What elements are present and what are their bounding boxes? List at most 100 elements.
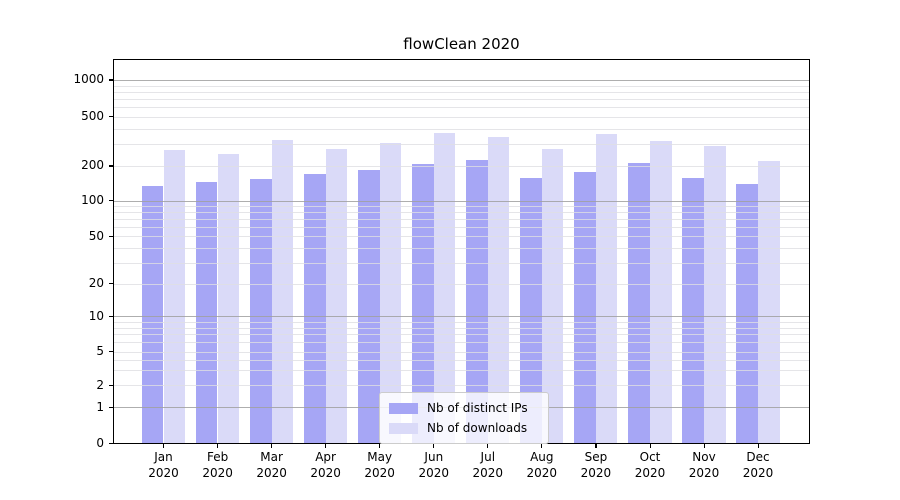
xtick-label-jun: Jun 2020 [418, 450, 450, 480]
gridline-major-10 [114, 316, 809, 318]
ytick-label-2: 2 [96, 377, 104, 392]
bar-nov-distinct-ips [682, 178, 704, 443]
bar-mar-distinct-ips [250, 179, 272, 443]
ytick-mark-1 [109, 406, 113, 408]
ytick-mark-2 [109, 384, 113, 386]
bar-sep-distinct-ips [574, 171, 596, 443]
gridline-major-1000 [114, 79, 809, 81]
ytick-label-50: 50 [88, 228, 104, 243]
gridline-minor-700 [114, 98, 809, 100]
gridline-minor-900 [114, 85, 809, 87]
gridline-minor-400 [114, 128, 809, 130]
bar-aug-distinct-ips [520, 178, 542, 443]
gridline-minor-9 [114, 321, 809, 323]
bar-sep-downloads [595, 133, 618, 443]
gridline-minor-6 [114, 342, 809, 344]
gridline-minor-2 [114, 385, 809, 387]
gridline-minor-4 [114, 359, 809, 361]
gridline-minor-600 [114, 107, 809, 108]
ytick-label-1: 1 [96, 399, 104, 414]
ytick-mark-500 [109, 116, 113, 118]
ytick-mark-1000 [109, 79, 113, 81]
bar-dec-downloads [758, 160, 780, 443]
xtick-mark-jun [433, 444, 435, 448]
xtick-label-aug: Aug 2020 [526, 450, 558, 480]
xtick-mark-oct [649, 444, 651, 448]
gridline-minor-7 [114, 334, 809, 336]
xtick-label-oct: Oct 2020 [634, 450, 666, 480]
xtick-label-jan: Jan 2020 [148, 450, 179, 480]
ytick-mark-5 [109, 351, 113, 353]
bar-jul-downloads [487, 137, 510, 443]
gridline-minor-5 [114, 351, 809, 353]
legend-row-distinct-ips: Nb of distinct IPs [389, 398, 539, 418]
bar-feb-distinct-ips [195, 182, 218, 443]
ytick-mark-10 [109, 315, 113, 317]
ytick-label-10: 10 [88, 308, 104, 323]
gridline-minor-50 [114, 236, 809, 238]
legend-swatch-downloads [389, 422, 418, 434]
ytick-label-20: 20 [88, 276, 104, 291]
bar-oct-distinct-ips [628, 163, 650, 443]
ytick-mark-20 [109, 283, 113, 285]
ytick-label-1000: 1000 [73, 72, 104, 87]
xtick-mark-nov [703, 444, 705, 448]
xtick-mark-aug [541, 444, 543, 448]
gridline-major-100 [114, 200, 809, 202]
bar-oct-downloads [650, 140, 672, 443]
ytick-label-100: 100 [81, 193, 104, 208]
bar-jan-distinct-ips [141, 185, 164, 443]
gridline-minor-70 [114, 218, 809, 220]
gridline-minor-200 [114, 165, 809, 167]
bar-may-downloads [379, 143, 402, 443]
xtick-mark-mar [271, 444, 273, 448]
ytick-mark-200 [109, 165, 113, 167]
ytick-label-500: 500 [81, 109, 104, 124]
xtick-mark-apr [325, 444, 327, 448]
gridline-minor-40 [114, 247, 809, 249]
bar-jul-distinct-ips [466, 160, 488, 443]
bar-may-distinct-ips [358, 169, 380, 443]
gridline-minor-90 [114, 206, 809, 208]
xtick-label-dec: Dec 2020 [742, 450, 774, 480]
bar-aug-downloads [541, 149, 564, 443]
gridline-minor-300 [114, 144, 809, 146]
chart-title: flowClean 2020 [403, 35, 520, 53]
bar-nov-downloads [704, 146, 726, 443]
gridline-minor-800 [114, 91, 809, 93]
legend: Nb of distinct IPs Nb of downloads [379, 392, 549, 444]
xtick-mark-dec [757, 444, 759, 448]
legend-label-distinct-ips: Nb of distinct IPs [427, 401, 528, 415]
xtick-label-nov: Nov 2020 [688, 450, 720, 480]
ytick-mark-50 [109, 235, 113, 237]
bar-jan-downloads [163, 150, 186, 443]
bar-mar-downloads [271, 139, 294, 443]
bar-apr-distinct-ips [304, 173, 326, 443]
ytick-mark-100 [109, 200, 113, 202]
grid-layer [114, 60, 809, 443]
xtick-label-sep: Sep 2020 [580, 450, 612, 480]
xtick-label-jul: Jul 2020 [472, 450, 504, 480]
ytick-label-0: 0 [96, 435, 104, 450]
xtick-mark-may [379, 444, 381, 448]
gridline-minor-500 [114, 116, 809, 118]
bar-jun-downloads [433, 133, 456, 443]
bar-jun-distinct-ips [412, 163, 434, 443]
ytick-label-200: 200 [81, 158, 104, 173]
xtick-mark-sep [595, 444, 597, 448]
gridline-minor-20 [114, 283, 809, 285]
xtick-label-feb: Feb 2020 [202, 450, 233, 480]
gridline-minor-30 [114, 262, 809, 264]
legend-swatch-distinct-ips [389, 402, 418, 414]
ytick-label-5: 5 [96, 344, 104, 358]
bars-layer [114, 60, 809, 443]
gridline-minor-3 [114, 370, 809, 372]
xtick-label-mar: Mar 2020 [256, 450, 287, 480]
xtick-mark-jan [163, 444, 165, 448]
xtick-mark-jul [487, 444, 489, 448]
plot-area [113, 59, 810, 444]
legend-row-downloads: Nb of downloads [389, 418, 539, 438]
gridline-minor-60 [114, 226, 809, 228]
xtick-label-may: May 2020 [364, 450, 395, 480]
